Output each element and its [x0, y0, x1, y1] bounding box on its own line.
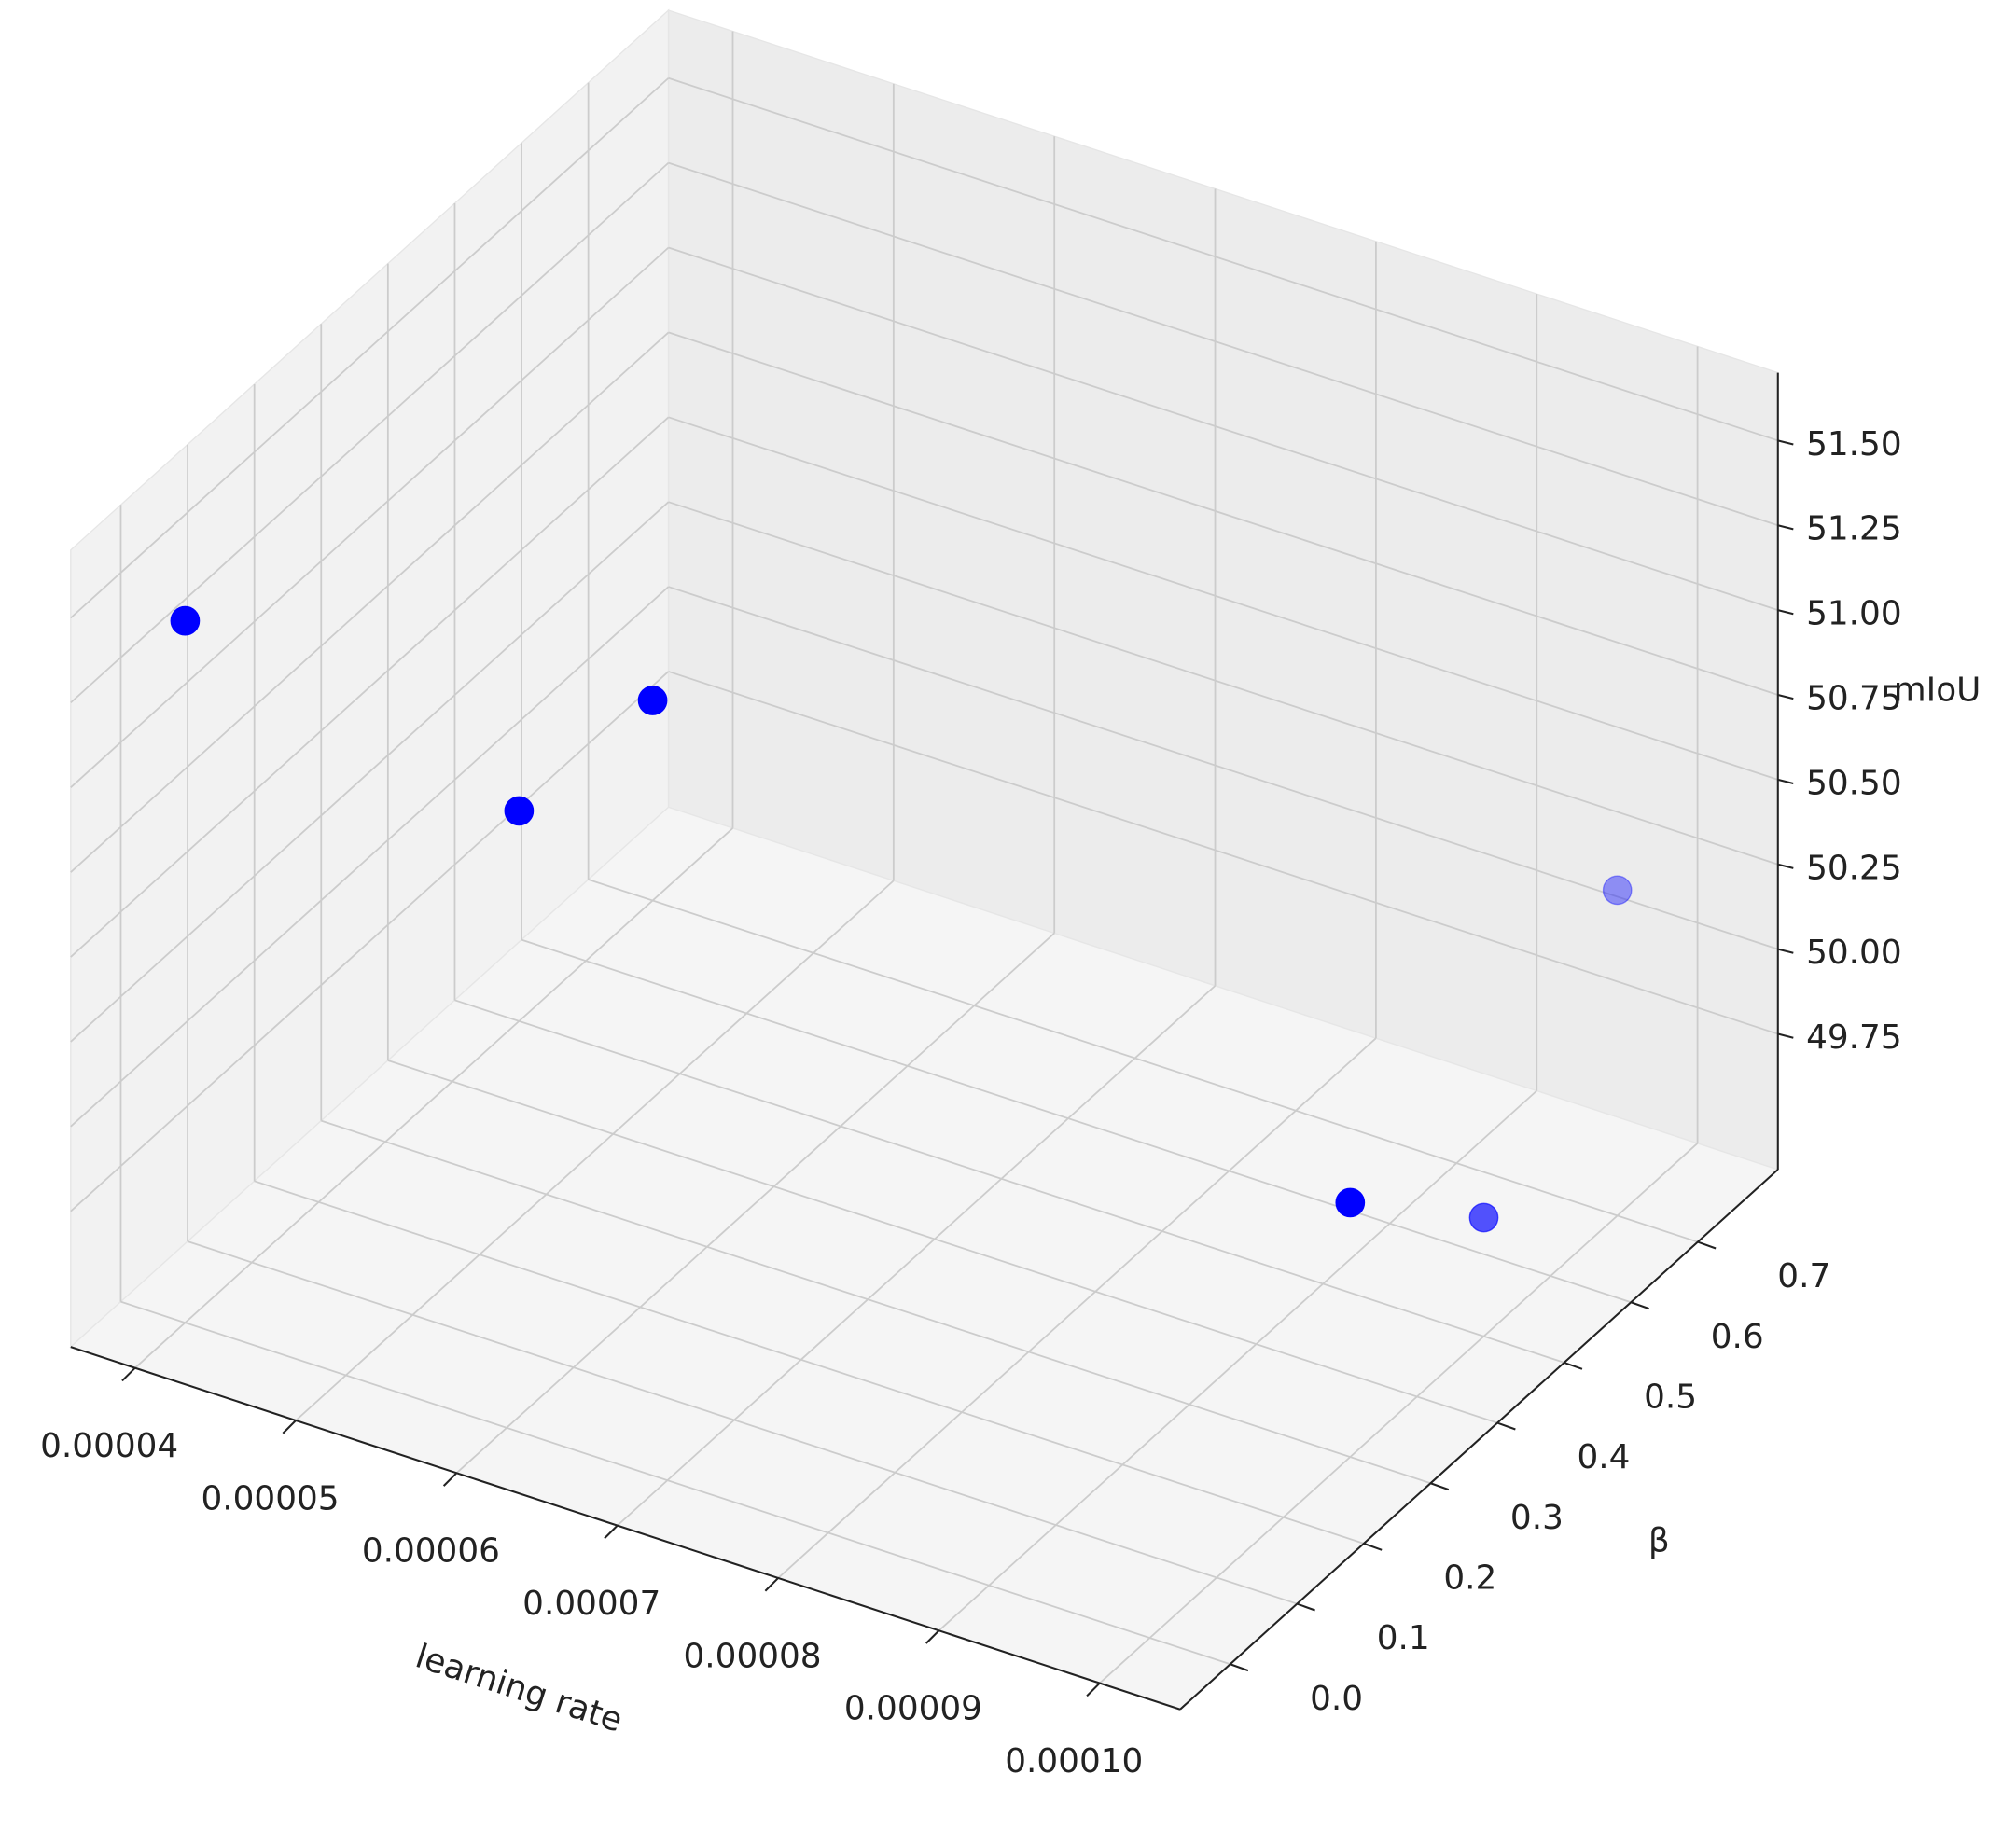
- y-tick-label: 0.7: [1777, 1257, 1830, 1296]
- grid-line: [668, 76, 1779, 442]
- y-axis-line: [1179, 1169, 1779, 1711]
- grid-line: [668, 331, 1779, 696]
- grid-line: [70, 586, 670, 1128]
- z-tick-mark: [1777, 439, 1794, 446]
- x-axis-label: learning rate: [410, 1637, 627, 1739]
- grid-line: [70, 161, 670, 704]
- grid-line: [668, 246, 1779, 611]
- grid-line: [668, 671, 1779, 1035]
- z-tick-label: 51.50: [1806, 425, 1902, 464]
- grid-line: [254, 1180, 1365, 1545]
- grid-line: [454, 999, 1564, 1364]
- y-tick-label: 0.4: [1578, 1438, 1631, 1476]
- data-point: [1468, 1202, 1499, 1233]
- x-tick-label: 0.00008: [684, 1637, 822, 1675]
- x-tick-label: 0.00007: [522, 1585, 660, 1623]
- z-tick-label: 51.25: [1806, 510, 1902, 548]
- grid-line: [668, 161, 1779, 527]
- y-tick-label: 0.5: [1644, 1378, 1697, 1416]
- grid-line: [295, 880, 895, 1421]
- y-tick-label: 0.6: [1711, 1318, 1764, 1356]
- y-tick-mark: [1564, 1361, 1583, 1370]
- z-tick-label: 50.50: [1806, 764, 1902, 802]
- grid-line: [455, 932, 1055, 1474]
- data-point: [637, 686, 668, 715]
- grid-line: [70, 671, 670, 1212]
- x-tick-label: 0.00006: [362, 1532, 500, 1571]
- y-tick-label: 0.0: [1310, 1680, 1363, 1718]
- grid-line: [521, 938, 1632, 1304]
- grid-line: [617, 985, 1217, 1527]
- x-axis-line: [70, 1346, 1181, 1711]
- grid-line: [320, 1119, 1431, 1485]
- y-tick-mark: [1363, 1542, 1383, 1551]
- x-tick-label: 0.00010: [1005, 1742, 1143, 1781]
- data-point: [1335, 1187, 1366, 1218]
- x-tick-label: 0.00005: [201, 1479, 339, 1517]
- z-tick-mark: [1777, 948, 1794, 954]
- y-tick-mark: [1430, 1482, 1450, 1491]
- y-axis-label: β: [1648, 1522, 1670, 1560]
- data-point: [170, 605, 201, 636]
- grid-line: [70, 416, 670, 958]
- z-tick-label: 51.00: [1806, 595, 1902, 633]
- grid-line: [134, 827, 734, 1369]
- y-tick-mark: [1697, 1240, 1717, 1250]
- z-tick-label: 49.75: [1806, 1018, 1902, 1057]
- grid-line: [668, 586, 1779, 950]
- x-tick-mark: [121, 1366, 136, 1382]
- y-tick-label: 0.3: [1510, 1499, 1564, 1537]
- x-tick-mark: [604, 1524, 619, 1540]
- y-tick-mark: [1630, 1301, 1649, 1310]
- y-tick-mark: [1230, 1663, 1249, 1672]
- x-tick-mark: [442, 1472, 458, 1487]
- z-tick-mark: [1777, 609, 1794, 616]
- grid-line: [777, 1037, 1377, 1579]
- x-tick-label: 0.00009: [844, 1690, 982, 1728]
- x-tick-mark: [282, 1420, 297, 1434]
- grid-line: [668, 416, 1779, 781]
- grid-line: [668, 501, 1779, 866]
- y-tick-label: 0.1: [1377, 1619, 1430, 1657]
- z-tick-mark: [1777, 1032, 1794, 1039]
- y-tick-mark: [1296, 1602, 1315, 1612]
- x-tick-mark: [1086, 1682, 1101, 1697]
- grid-line: [70, 246, 670, 788]
- z-tick-label: 50.00: [1806, 934, 1902, 972]
- grid-line: [387, 1060, 1498, 1424]
- z-tick-mark: [1777, 863, 1794, 869]
- x-tick-mark: [925, 1629, 940, 1644]
- grid-line: [70, 331, 670, 873]
- grid-line: [588, 879, 1699, 1243]
- y-tick-label: 0.2: [1443, 1559, 1496, 1597]
- x-tick-label: 0.00004: [40, 1427, 178, 1465]
- z-tick-mark: [1777, 778, 1794, 785]
- z-tick-mark: [1777, 693, 1794, 700]
- grid-line: [120, 1300, 1230, 1666]
- grid-line: [938, 1089, 1537, 1631]
- grid-line: [1099, 1143, 1699, 1684]
- data-point: [504, 796, 535, 826]
- x-tick-mark: [764, 1577, 779, 1592]
- y-tick-mark: [1496, 1421, 1516, 1431]
- grid-line: [187, 1240, 1298, 1605]
- plot-area: 0.00004 0.00005 0.00006 0.00007 0.00008 0.000…: [40, 8, 1981, 1781]
- z-tick-label: 50.25: [1806, 849, 1902, 887]
- z-tick-mark: [1777, 524, 1794, 531]
- z-tick-label: 50.75: [1806, 680, 1902, 718]
- grid-line: [70, 501, 670, 1043]
- grid-line: [70, 77, 670, 619]
- data-point: [1602, 875, 1633, 906]
- z-axis-label: mIoU: [1894, 671, 1981, 709]
